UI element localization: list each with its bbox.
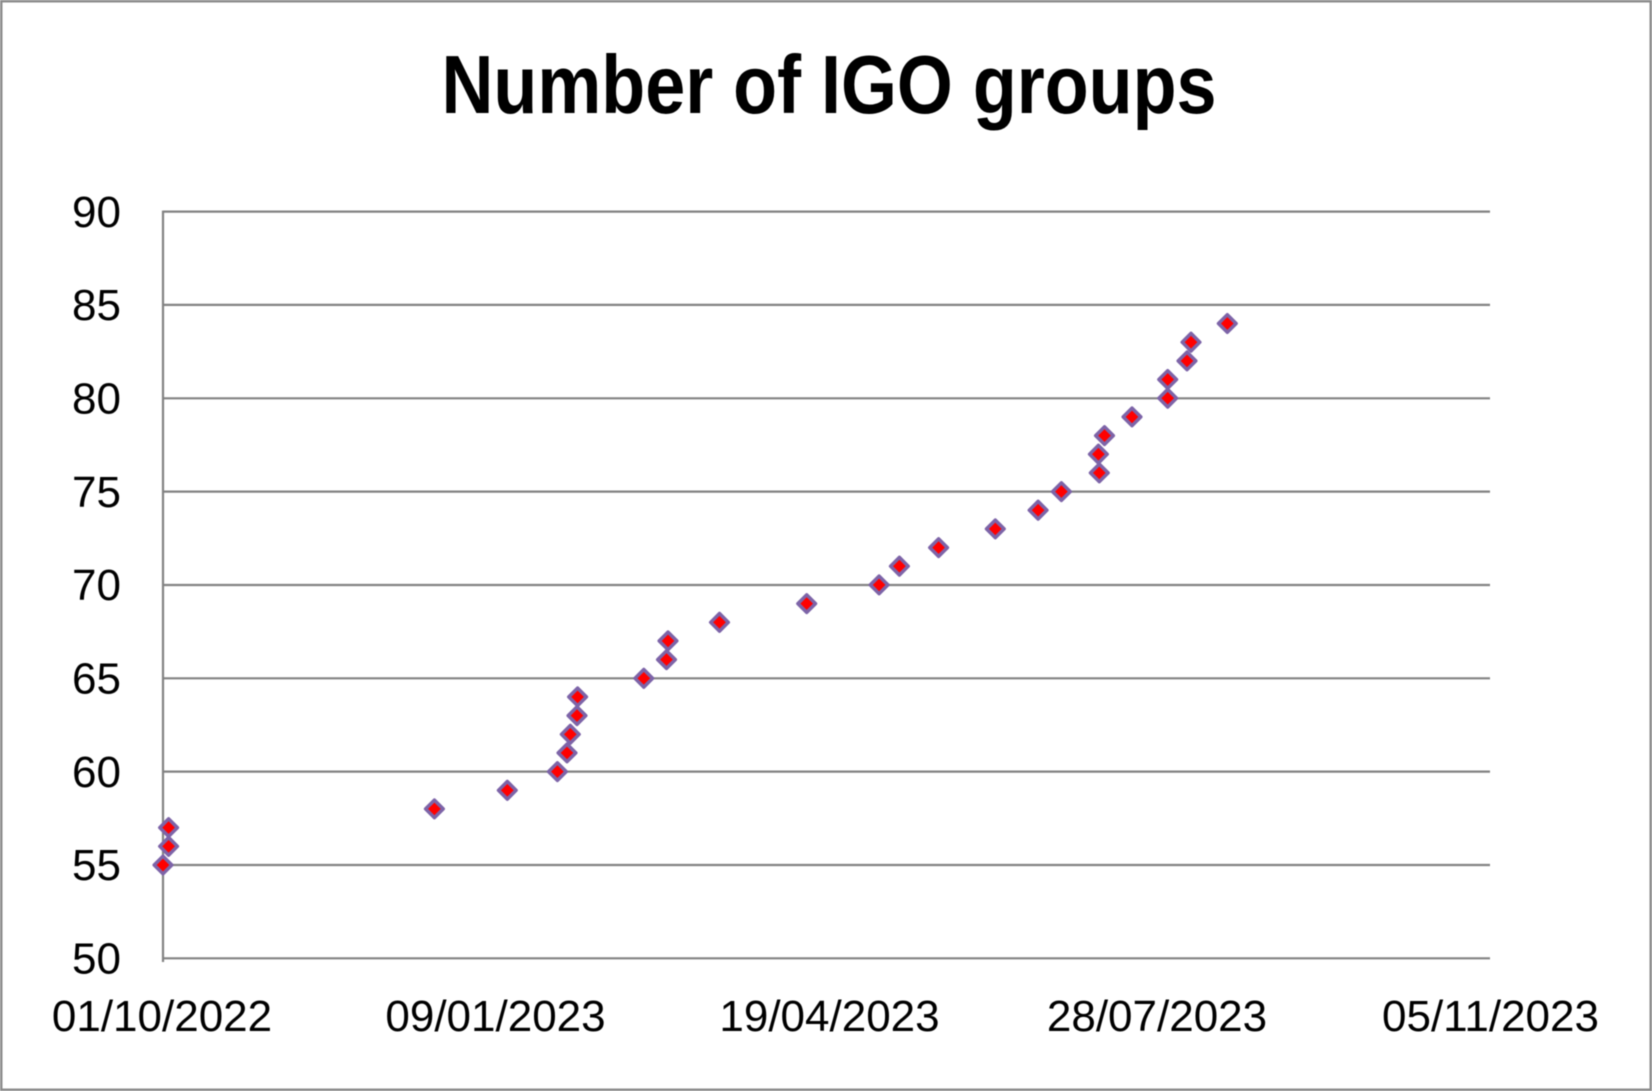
svg-text:75: 75 — [72, 468, 121, 517]
svg-text:60: 60 — [72, 748, 121, 797]
svg-text:65: 65 — [72, 655, 121, 704]
svg-text:70: 70 — [72, 561, 121, 610]
svg-text:28/07/2023: 28/07/2023 — [1047, 992, 1267, 1041]
svg-text:85: 85 — [72, 281, 121, 330]
svg-text:09/01/2023: 09/01/2023 — [385, 992, 605, 1041]
svg-text:80: 80 — [72, 375, 121, 424]
svg-text:05/11/2023: 05/11/2023 — [1382, 992, 1599, 1041]
svg-text:19/04/2023: 19/04/2023 — [719, 992, 939, 1041]
svg-text:50: 50 — [72, 935, 121, 984]
svg-text:90: 90 — [72, 188, 121, 237]
svg-text:Number of IGO groups: Number of IGO groups — [442, 38, 1217, 131]
svg-text:01/10/2022: 01/10/2022 — [52, 992, 272, 1041]
svg-text:55: 55 — [72, 841, 121, 890]
